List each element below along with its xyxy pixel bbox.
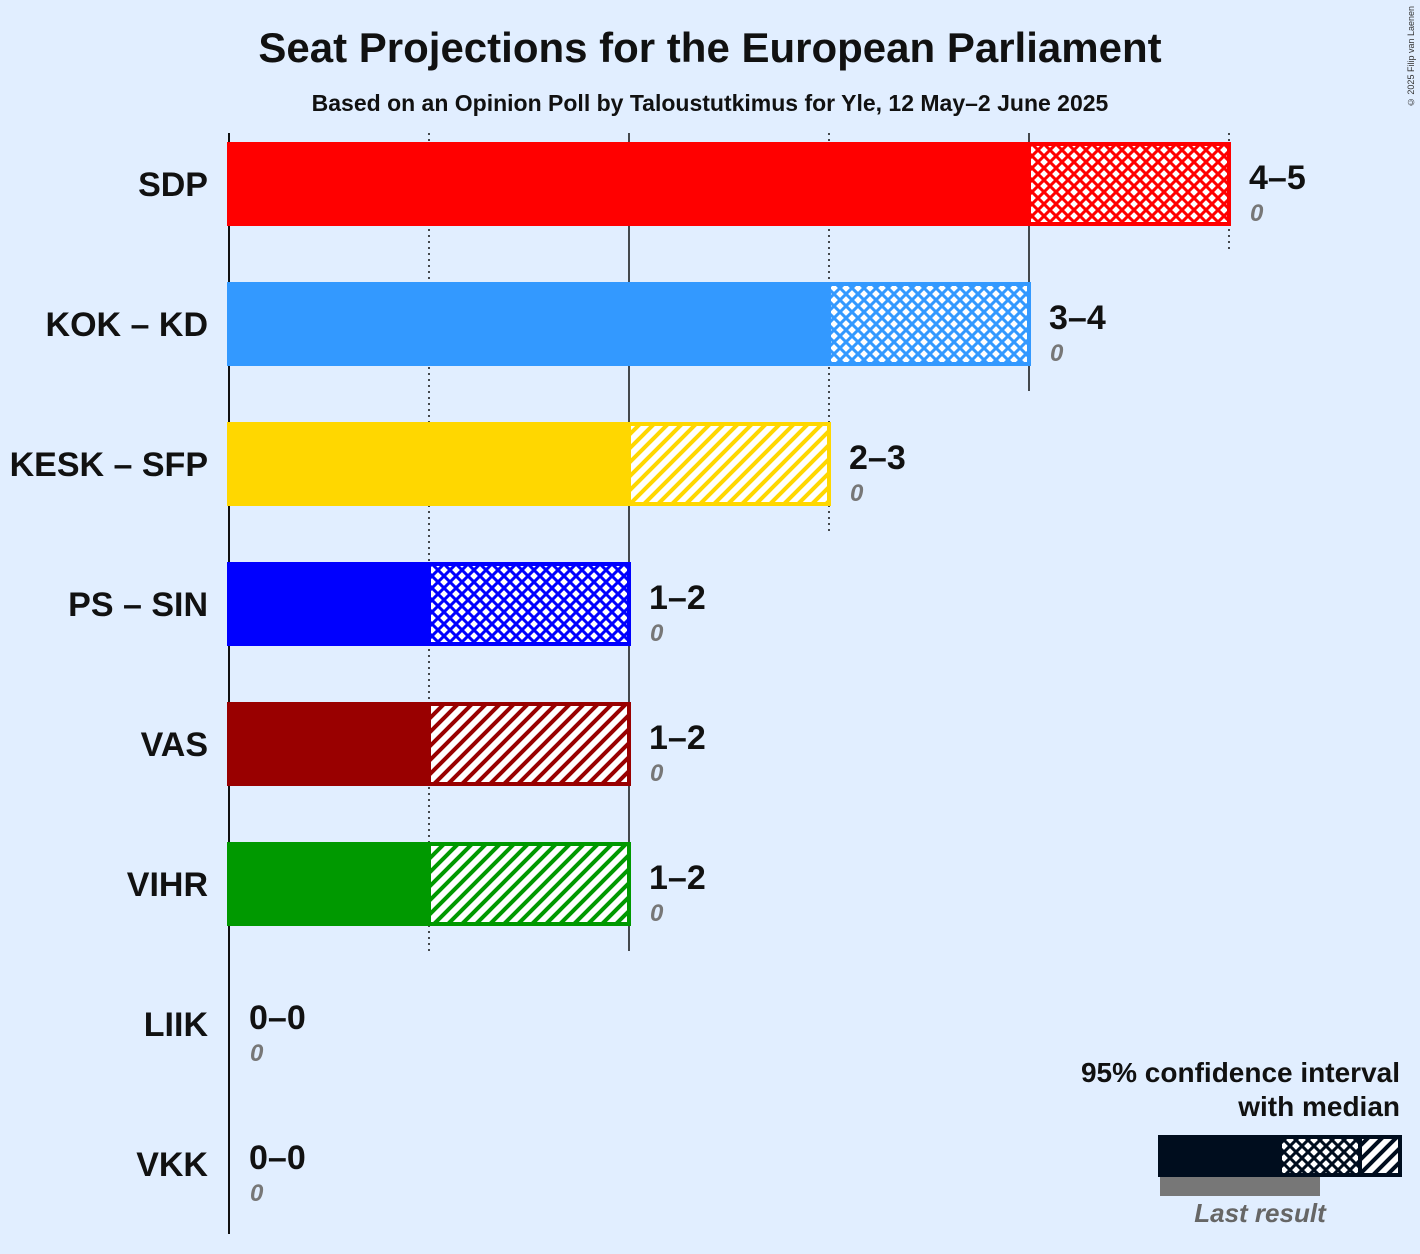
label-group: SDP 4–5 0 KOK – KD 3–4 0 KESK – SFP 2–3 0 PS – SI… [10,159,1306,1207]
last-result-label: 0 [650,900,664,927]
last-result-label: 0 [250,1180,264,1207]
range-label: 1–2 [649,859,706,897]
party-label: SDP [138,166,208,204]
chart-subtitle: Based on an Opinion Poll by Taloustutkim… [311,90,1109,116]
bar-interval [1027,142,1231,226]
legend-solid-bar [1158,1135,1280,1177]
party-label: KESK – SFP [10,446,208,484]
range-label: 3–4 [1049,299,1106,337]
range-label: 4–5 [1249,159,1306,197]
bar-interval [427,562,631,646]
bar-solid [227,282,829,366]
range-label: 1–2 [649,719,706,757]
party-label: LIIK [144,1006,209,1044]
bar-interval [627,422,831,506]
bar-solid [227,842,429,926]
last-result-label: 0 [250,1040,264,1067]
legend-ci-cross-bar [1278,1135,1362,1177]
chart-title: Seat Projections for the European Parlia… [258,24,1162,71]
range-label: 2–3 [849,439,906,477]
range-label: 0–0 [249,1139,306,1177]
last-result-label: 0 [650,620,664,647]
legend-ci-diag-bar [1358,1135,1402,1177]
range-label: 1–2 [649,579,706,617]
party-label: VIHR [127,866,208,904]
bar-solid [227,702,429,786]
legend-title-line1: 95% confidence interval [1080,1057,1400,1088]
legend-title-line2: with median [1238,1091,1400,1122]
bar-solid [227,142,1029,226]
bar-solid [227,422,629,506]
bar-solid [227,562,429,646]
range-label: 0–0 [249,999,306,1037]
bar-interval [427,702,631,786]
party-label: VKK [136,1146,208,1184]
legend-title: 95% confidence interval with median [1081,1056,1400,1124]
party-label: VAS [141,726,208,764]
last-result-label: 0 [1250,200,1264,227]
last-result-label: 0 [1050,340,1064,367]
party-label: PS – SIN [68,586,208,624]
bar-interval [427,842,631,926]
last-result-label: 0 [850,480,864,507]
bar-group [227,142,1231,926]
legend-last-result-label: Last result [1194,1198,1326,1228]
bar-interval [827,282,1031,366]
legend-graphic [1158,1135,1402,1196]
party-label: KOK – KD [46,306,208,344]
last-result-label: 0 [650,760,664,787]
